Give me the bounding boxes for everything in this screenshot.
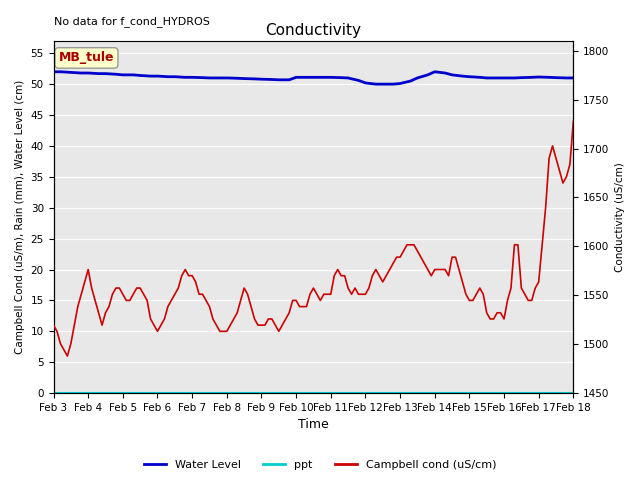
X-axis label: Time: Time bbox=[298, 419, 329, 432]
Text: No data for f_cond_HYDROS: No data for f_cond_HYDROS bbox=[54, 16, 209, 27]
Legend: Water Level, ppt, Campbell cond (uS/cm): Water Level, ppt, Campbell cond (uS/cm) bbox=[140, 456, 500, 474]
Y-axis label: Campbell Cond (uS/m), Rain (mm), Water Level (cm): Campbell Cond (uS/m), Rain (mm), Water L… bbox=[15, 80, 25, 354]
Text: MB_tule: MB_tule bbox=[59, 51, 114, 64]
Y-axis label: Conductivity (uS/cm): Conductivity (uS/cm) bbox=[615, 162, 625, 272]
Title: Conductivity: Conductivity bbox=[266, 24, 362, 38]
